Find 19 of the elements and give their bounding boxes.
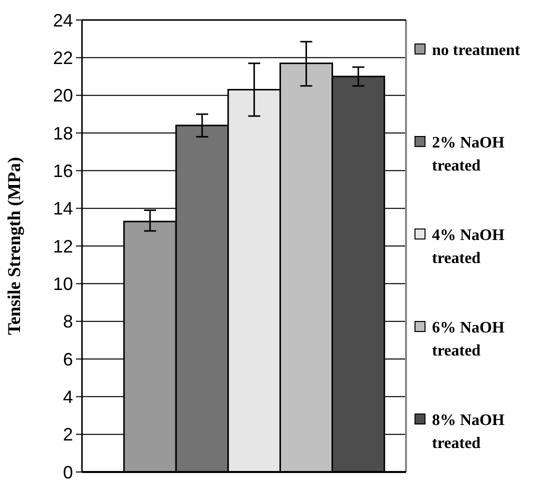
y-tick-label: 24 [52,10,73,30]
y-tick-label: 12 [52,236,73,256]
y-tick-label: 18 [52,123,73,144]
y-tick-label: 2 [62,424,73,445]
y-tick-label: 6 [62,349,73,370]
y-tick-label: 14 [52,198,73,219]
y-tick-label: 0 [62,462,73,482]
y-tick-label: 8 [62,312,73,332]
y-tick-label: 4 [62,386,73,407]
legend-label: 4% NaOH treated [432,227,505,267]
legend-label: 6% NaOH treated [432,320,505,360]
y-tick-label: 10 [52,274,73,294]
y-tick-label: 16 [52,160,73,181]
y-tick-label: 20 [52,86,73,106]
y-axis-title: Tensile Strength (MPa) [4,157,24,335]
legend-label: 8% NaOH treated [432,412,505,452]
legend-label: 2% NaOH treated [432,134,505,174]
legend-label: no treatment [432,42,521,59]
y-tick-label: 22 [52,48,73,68]
